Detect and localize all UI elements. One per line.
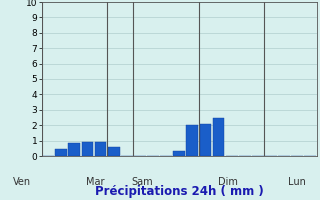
Bar	[173, 151, 185, 156]
Bar	[212, 117, 224, 156]
Bar	[68, 143, 80, 156]
Bar	[55, 149, 67, 156]
Bar	[199, 124, 211, 156]
Bar	[108, 147, 120, 156]
Text: Ven: Ven	[13, 177, 31, 187]
Text: Lun: Lun	[288, 177, 306, 187]
Text: Mar: Mar	[86, 177, 105, 187]
Bar	[187, 125, 198, 156]
Bar	[82, 142, 93, 156]
Bar	[95, 142, 107, 156]
Text: Sam: Sam	[131, 177, 153, 187]
Text: Dim: Dim	[218, 177, 237, 187]
Text: Précipitations 24h ( mm ): Précipitations 24h ( mm )	[95, 185, 264, 198]
